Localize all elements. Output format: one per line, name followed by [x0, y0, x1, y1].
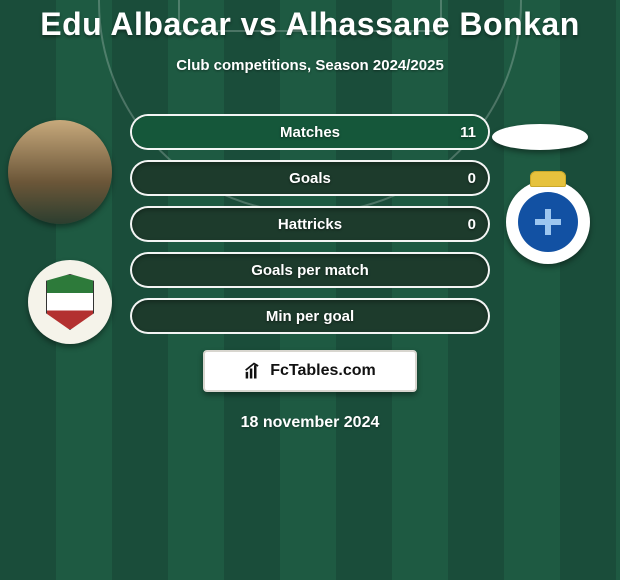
stat-value-right: 11 — [460, 116, 476, 148]
chart-icon — [244, 361, 264, 381]
stat-row: Goals0 — [130, 160, 490, 196]
brand-label: FcTables.com — [270, 362, 376, 380]
stat-value-right: 0 — [468, 208, 476, 240]
comparison-table: Matches11Goals0Hattricks0Goals per match… — [0, 114, 620, 334]
stat-row: Min per goal — [130, 298, 490, 334]
stat-row: Goals per match — [130, 252, 490, 288]
date-label: 18 november 2024 — [0, 414, 620, 432]
stat-label: Goals — [132, 162, 488, 194]
stat-row: Matches11 — [130, 114, 490, 150]
stat-label: Goals per match — [132, 254, 488, 286]
stat-label: Matches — [132, 116, 488, 148]
stat-label: Min per goal — [132, 300, 488, 332]
brand-badge: FcTables.com — [203, 350, 417, 392]
stat-value-right: 0 — [468, 162, 476, 194]
stat-label: Hattricks — [132, 208, 488, 240]
stat-row: Hattricks0 — [130, 206, 490, 242]
